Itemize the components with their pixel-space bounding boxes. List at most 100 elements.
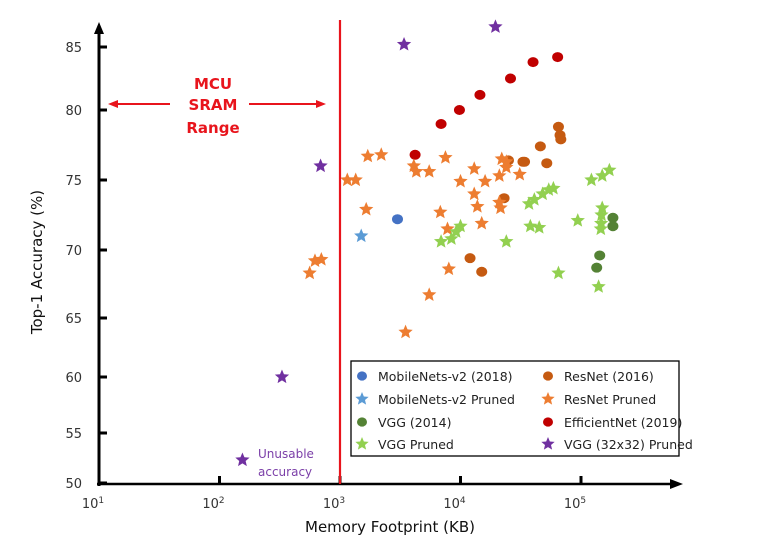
data-point-resnet-pruned xyxy=(348,172,363,187)
y-tick-label: 50 xyxy=(65,477,82,492)
data-point-resnet-pruned xyxy=(512,166,527,181)
x-tick-label: 101 xyxy=(82,496,104,512)
data-point-efficientnet-2019 xyxy=(505,73,517,84)
data-point-vgg-pruned xyxy=(584,172,599,187)
legend-label: ResNet (2016) xyxy=(564,369,654,384)
data-point-resnet-2016 xyxy=(519,156,531,167)
data-point-resnet-pruned xyxy=(433,204,448,219)
series-mobilenets-v2-2018 xyxy=(391,214,403,225)
sram-label-line1: MCU xyxy=(194,75,232,93)
data-point-vgg-pruned xyxy=(546,180,561,195)
data-point-efficientnet-2019 xyxy=(552,52,564,63)
data-point-resnet-pruned xyxy=(360,148,375,163)
data-point-resnet-2016 xyxy=(464,253,476,264)
y-ticks: 50 55 60 65 70 75 80 85 xyxy=(65,41,107,492)
series-efficientnet-2019 xyxy=(409,52,564,160)
data-point-vgg-2014 xyxy=(591,262,603,273)
data-point-resnet-pruned xyxy=(477,173,493,188)
y-tick-label: 65 xyxy=(65,312,82,327)
legend-circle-icon xyxy=(357,371,367,381)
legend-label: VGG (32x32) Pruned xyxy=(564,437,693,452)
data-point-vgg-pruned xyxy=(535,186,550,201)
y-tick-label: 55 xyxy=(65,427,82,442)
data-point-resnet-2016 xyxy=(476,266,488,277)
sram-annotation: MCU SRAM Range xyxy=(108,75,326,137)
data-point-resnet-2016 xyxy=(555,134,567,145)
data-point-resnet-pruned xyxy=(422,287,437,301)
data-point-resnet-2016 xyxy=(534,141,546,152)
legend-label: VGG Pruned xyxy=(378,437,454,452)
data-point-resnet-pruned xyxy=(492,194,507,209)
data-point-vgg-pruned xyxy=(594,207,609,222)
data-point-resnet-pruned xyxy=(409,164,424,178)
right-arrow-head-icon xyxy=(316,100,326,108)
data-point-resnet-pruned xyxy=(440,221,455,236)
y-tick-label: 75 xyxy=(65,174,82,189)
sram-label-line2: SRAM xyxy=(189,96,238,114)
data-point-vgg-pruned xyxy=(593,221,608,236)
data-point-efficientnet-2019 xyxy=(474,89,486,100)
data-point-vgg-32x32-pruned xyxy=(274,369,290,384)
legend-star-icon xyxy=(541,392,555,405)
legend-item-resnet-pruned: ResNet Pruned xyxy=(541,392,656,407)
legend-item-resnet-2016: ResNet (2016) xyxy=(543,369,654,384)
data-point-resnet-pruned xyxy=(453,173,468,188)
legend-label: MobileNets-v2 Pruned xyxy=(378,392,515,407)
legend-item-vgg-2014: VGG (2014) xyxy=(357,415,451,430)
data-point-resnet-pruned xyxy=(422,164,437,178)
data-point-vgg-pruned xyxy=(541,182,556,196)
legend-star-icon xyxy=(541,437,555,450)
legend-item-efficientnet-2019: EfficientNet (2019) xyxy=(543,415,682,430)
data-point-mobilenets-v2-pruned xyxy=(354,228,369,243)
x-ticks: 101 102 103 104 105 xyxy=(82,476,586,512)
data-point-vgg-pruned xyxy=(521,196,537,210)
data-point-vgg-pruned xyxy=(453,218,468,233)
legend-circle-icon xyxy=(543,417,553,427)
data-point-vgg-pruned xyxy=(595,168,610,182)
legend-label: ResNet Pruned xyxy=(564,392,656,407)
data-point-resnet-pruned xyxy=(359,201,374,216)
data-point-vgg-32x32-pruned xyxy=(235,452,250,467)
legend-star-icon xyxy=(355,392,369,405)
series-mobilenets-v2-pruned xyxy=(354,228,369,243)
data-point-resnet-2016 xyxy=(552,121,564,132)
y-tick-label: 85 xyxy=(65,41,82,56)
legend-box xyxy=(350,360,680,457)
data-point-resnet-pruned xyxy=(470,199,485,213)
legend-item-mobilenets-v2-pruned: MobileNets-v2 Pruned xyxy=(355,392,515,407)
data-point-efficientnet-2019 xyxy=(409,149,421,160)
data-point-vgg-pruned xyxy=(532,220,547,234)
y-tick-label: 70 xyxy=(65,244,82,259)
legend-star-icon xyxy=(355,437,369,450)
data-point-resnet-pruned xyxy=(493,200,508,215)
data-point-resnet-pruned xyxy=(398,324,413,339)
y-tick-label: 60 xyxy=(65,371,82,386)
data-point-resnet-pruned xyxy=(467,161,482,175)
x-tick-label: 103 xyxy=(323,496,345,512)
legend-item-vgg-32x32-pruned: VGG (32x32) Pruned xyxy=(541,437,693,452)
data-point-vgg-pruned xyxy=(602,162,617,177)
sram-label-line3: Range xyxy=(186,119,239,137)
data-point-resnet-pruned xyxy=(467,186,482,201)
legend-label: EfficientNet (2019) xyxy=(564,415,682,430)
unusable-label-line2: accuracy xyxy=(258,465,312,479)
data-point-vgg-pruned xyxy=(449,224,464,238)
series-resnet-2016 xyxy=(464,121,567,277)
data-point-resnet-pruned xyxy=(499,159,514,174)
data-point-efficientnet-2019 xyxy=(435,119,447,129)
y-axis-arrow xyxy=(94,22,104,34)
legend-circle-icon xyxy=(543,371,553,381)
data-point-vgg-2014 xyxy=(594,250,606,261)
legend: MobileNets-v2 (2018) ResNet (2016) MobileN… xyxy=(350,360,693,457)
series-vgg-pruned xyxy=(433,162,617,293)
data-point-vgg-pruned xyxy=(527,192,542,206)
data-point-vgg-pruned xyxy=(444,231,459,245)
data-point-efficientnet-2019 xyxy=(527,57,539,68)
series-vgg-32x32-pruned xyxy=(235,19,503,467)
data-point-resnet-2016 xyxy=(541,158,553,169)
data-point-resnet-pruned xyxy=(302,265,317,280)
data-point-mobilenets-v2-2018 xyxy=(391,214,403,225)
x-axis-title: Memory Footprint (KB) xyxy=(305,518,475,536)
legend-label: MobileNets-v2 (2018) xyxy=(378,369,513,384)
series-vgg-2014 xyxy=(591,212,619,273)
